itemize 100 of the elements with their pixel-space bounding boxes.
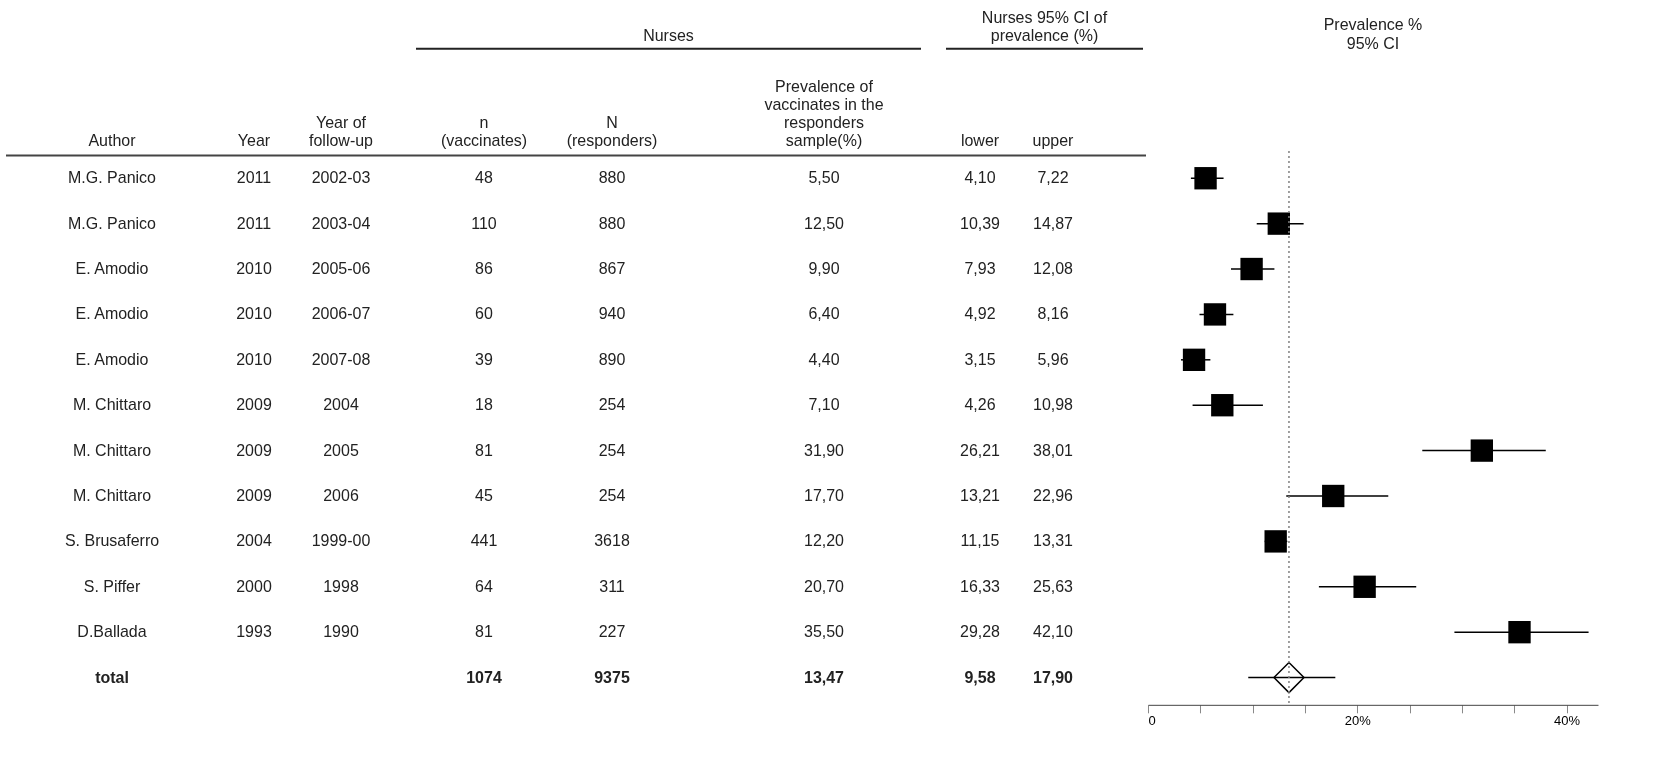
text: 26,21 <box>960 441 1000 459</box>
point <box>1203 303 1227 326</box>
text: 1998 <box>323 577 359 595</box>
text: 17,70 <box>804 487 844 504</box>
category-label: N (responders) <box>566 114 658 149</box>
text: 110 <box>471 214 497 232</box>
text: 38,01 <box>1033 441 1073 459</box>
text: 81 <box>475 623 493 641</box>
text: 3,15 <box>964 350 996 368</box>
text: 2009 <box>236 441 272 459</box>
point <box>1470 439 1494 462</box>
x-tick-label: 0 <box>1148 713 1156 729</box>
point <box>1267 212 1290 235</box>
text: 42,10 <box>1033 623 1073 641</box>
text: 2006 <box>323 487 359 504</box>
text: 4,40 <box>808 350 840 368</box>
text: 880 <box>598 214 626 232</box>
text: 8,16 <box>1037 305 1069 323</box>
text: 3618 <box>594 532 630 550</box>
text: 1993 <box>236 623 272 641</box>
text: 2007-08 <box>311 350 371 368</box>
point <box>1194 167 1217 190</box>
text: 4,10 <box>964 169 996 187</box>
text: 1074 <box>466 668 502 686</box>
text: 2005 <box>323 441 359 459</box>
text: 2010 <box>236 260 272 278</box>
text: 10,98 <box>1033 396 1073 414</box>
text: 4,92 <box>964 305 996 323</box>
x-tick-label: 20% <box>1344 713 1372 729</box>
point <box>1353 575 1376 598</box>
text: 5,96 <box>1037 350 1069 368</box>
text: M. Chittaro <box>72 396 152 414</box>
category-label: upper <box>1032 132 1075 149</box>
text: 12,20 <box>804 532 844 550</box>
category-label: n (vaccinates) <box>440 114 528 149</box>
text: 14,87 <box>1033 214 1073 232</box>
text: M.G. Panico <box>68 169 156 187</box>
text: 2010 <box>236 350 272 368</box>
category-label: Author <box>88 132 137 149</box>
text: 441 <box>470 532 498 550</box>
text: total <box>95 668 129 686</box>
category-label: Year of follow-up <box>309 114 374 149</box>
text: 12,50 <box>804 214 844 232</box>
text: 2003-04 <box>311 214 371 232</box>
text: S. Brusaferro <box>64 532 160 550</box>
text: Nurses <box>643 27 694 45</box>
text: 1999-00 <box>311 532 371 550</box>
category-label: lower <box>960 132 1000 149</box>
text: 16,33 <box>960 577 1000 595</box>
text: 2004 <box>236 532 272 550</box>
text: 13,31 <box>1033 532 1073 550</box>
text: 2006-07 <box>311 305 371 323</box>
text: 45 <box>475 487 493 504</box>
text: 13,47 <box>804 668 844 686</box>
chart-title: Prevalence % 95% CI <box>1323 16 1423 53</box>
text: 25,63 <box>1033 577 1073 595</box>
text: 12,08 <box>1033 260 1073 278</box>
text: 2009 <box>236 396 272 414</box>
text: 890 <box>598 350 626 368</box>
text: 2005-06 <box>311 260 371 278</box>
text: 2009 <box>236 487 272 504</box>
text: 1990 <box>323 623 359 641</box>
point <box>1240 257 1263 281</box>
text: 5,50 <box>808 169 840 187</box>
text: 9375 <box>594 668 630 686</box>
text: 227 <box>598 623 626 641</box>
text: 2004 <box>323 396 359 414</box>
text: 254 <box>598 441 626 459</box>
text: 2002-03 <box>311 169 371 187</box>
text: 20,70 <box>804 577 844 595</box>
point <box>1264 530 1287 553</box>
text: E. Amodio <box>75 260 149 278</box>
text: 17,90 <box>1033 668 1073 686</box>
text: 7,22 <box>1037 169 1069 187</box>
text: 10,39 <box>960 214 1000 232</box>
text: M. Chittaro <box>72 487 152 504</box>
text: 11,15 <box>960 532 1000 550</box>
text: 18 <box>475 396 493 414</box>
text: 311 <box>599 577 625 595</box>
text: 940 <box>598 305 626 323</box>
text: 7,93 <box>964 260 996 278</box>
text: 48 <box>475 169 493 187</box>
text: Nurses 95% CI of prevalence (%) <box>981 9 1108 45</box>
text: D.Ballada <box>77 623 147 641</box>
text: 39 <box>475 350 493 368</box>
text: 254 <box>598 487 626 504</box>
text: M. Chittaro <box>72 441 152 459</box>
text: 35,50 <box>804 623 844 641</box>
text: 13,21 <box>960 487 1000 504</box>
text: 86 <box>475 260 493 278</box>
text: E. Amodio <box>75 350 149 368</box>
text: 254 <box>598 396 626 414</box>
text: 6,40 <box>808 305 840 323</box>
point <box>1508 621 1531 644</box>
text: 81 <box>475 441 493 459</box>
text: 2011 <box>236 169 272 187</box>
text: 64 <box>475 577 493 595</box>
text: 31,90 <box>804 441 844 459</box>
category-label: Prevalence of vaccinates in the responders sample(%) <box>764 78 884 149</box>
text: S. Piffer <box>83 577 141 595</box>
